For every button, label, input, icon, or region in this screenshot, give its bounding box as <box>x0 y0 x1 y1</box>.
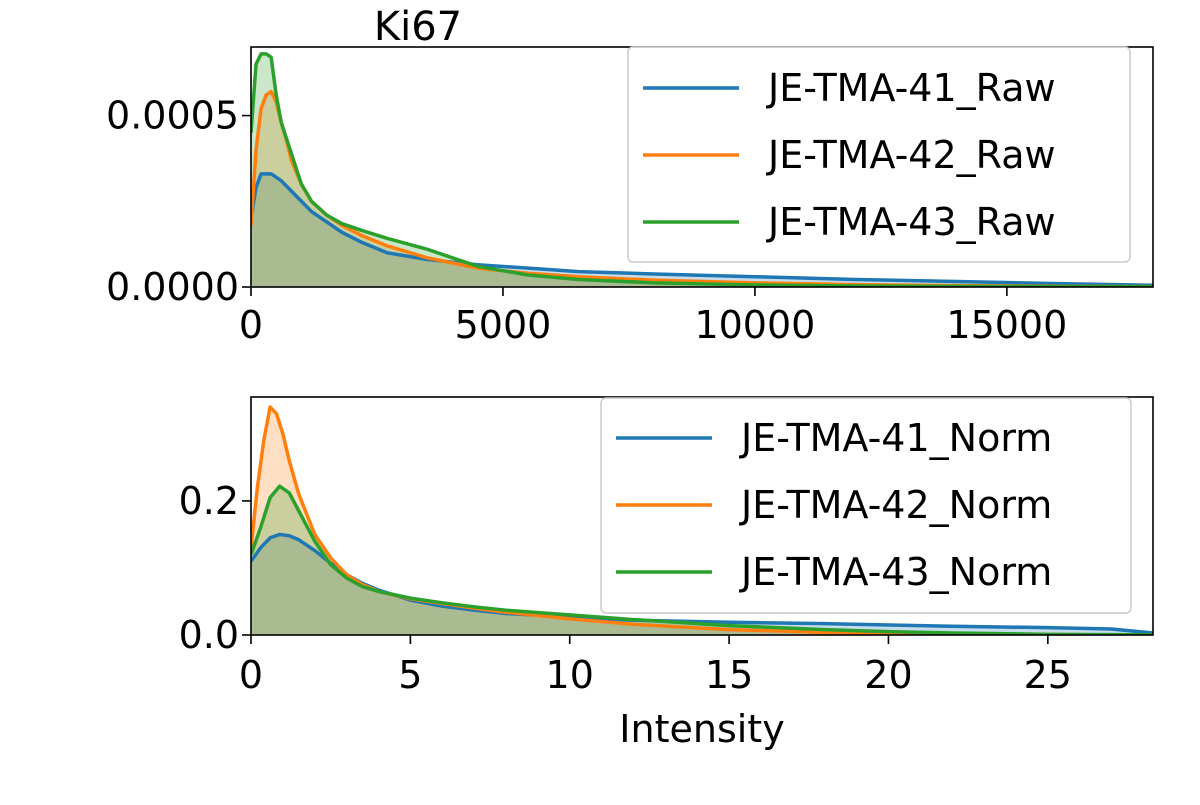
y-tick-label: 0.0000 <box>106 265 239 309</box>
x-tick-label: 15 <box>705 653 753 697</box>
x-tick-label: 15000 <box>946 303 1067 347</box>
legend-entry: JE-TMA-41_Norm <box>739 416 1052 460</box>
legend-entry: JE-TMA-42_Norm <box>739 483 1052 527</box>
series-fill-3 <box>251 486 1153 635</box>
y-tick-label: 0.0 <box>179 613 239 657</box>
x-tick-label: 10 <box>546 653 594 697</box>
legend-box <box>600 397 1132 614</box>
plot-panel-1: 0 5000 10000 15000 0.0000 0.0005 JE-TMA-41_Raw… <box>106 46 1154 347</box>
series-fill-1 <box>251 173 1153 287</box>
x-tick-label: 25 <box>1024 653 1072 697</box>
legend-box <box>627 46 1131 263</box>
series-line-1 <box>251 172 1153 287</box>
series-fill-3 <box>251 53 1153 287</box>
x-tick-label: 0 <box>239 653 263 697</box>
legend: JE-TMA-41_Raw JE-TMA-42_Raw JE-TMA-43_Raw <box>627 46 1131 263</box>
legend-entry: JE-TMA-43_Norm <box>739 550 1052 594</box>
x-tick-label: 20 <box>864 653 912 697</box>
legend-entry: JE-TMA-41_Raw <box>766 66 1056 110</box>
x-tick-label: 5000 <box>455 303 552 347</box>
plot-area <box>251 52 1153 287</box>
axes-frame <box>250 396 1154 636</box>
x-tick-label: 5 <box>398 653 422 697</box>
legend: JE-TMA-41_Norm JE-TMA-42_Norm JE-TMA-43_No… <box>600 397 1132 614</box>
y-tick-label: 0.0005 <box>106 94 239 138</box>
series-line-3 <box>251 484 1153 635</box>
series-fill-2 <box>251 407 1153 635</box>
figure-title: Ki67 <box>374 4 462 50</box>
x-axis-label: Intensity <box>619 707 784 751</box>
series-fill-2 <box>251 91 1153 287</box>
legend-entry: JE-TMA-43_Raw <box>766 200 1056 244</box>
plot-panel-2: 0 5 10 15 20 250.00.2IntensityJE-TMA-41_NormJ… <box>179 396 1154 751</box>
y-tick-label: 0.2 <box>179 479 239 523</box>
x-tick-label: 10000 <box>694 303 815 347</box>
series-line-1 <box>251 532 1153 635</box>
x-tick-label: 0 <box>239 303 263 347</box>
legend-entry: JE-TMA-42_Raw <box>766 133 1056 177</box>
series-fill-1 <box>251 534 1153 635</box>
series-line-3 <box>251 52 1153 287</box>
plot-area <box>251 405 1153 635</box>
